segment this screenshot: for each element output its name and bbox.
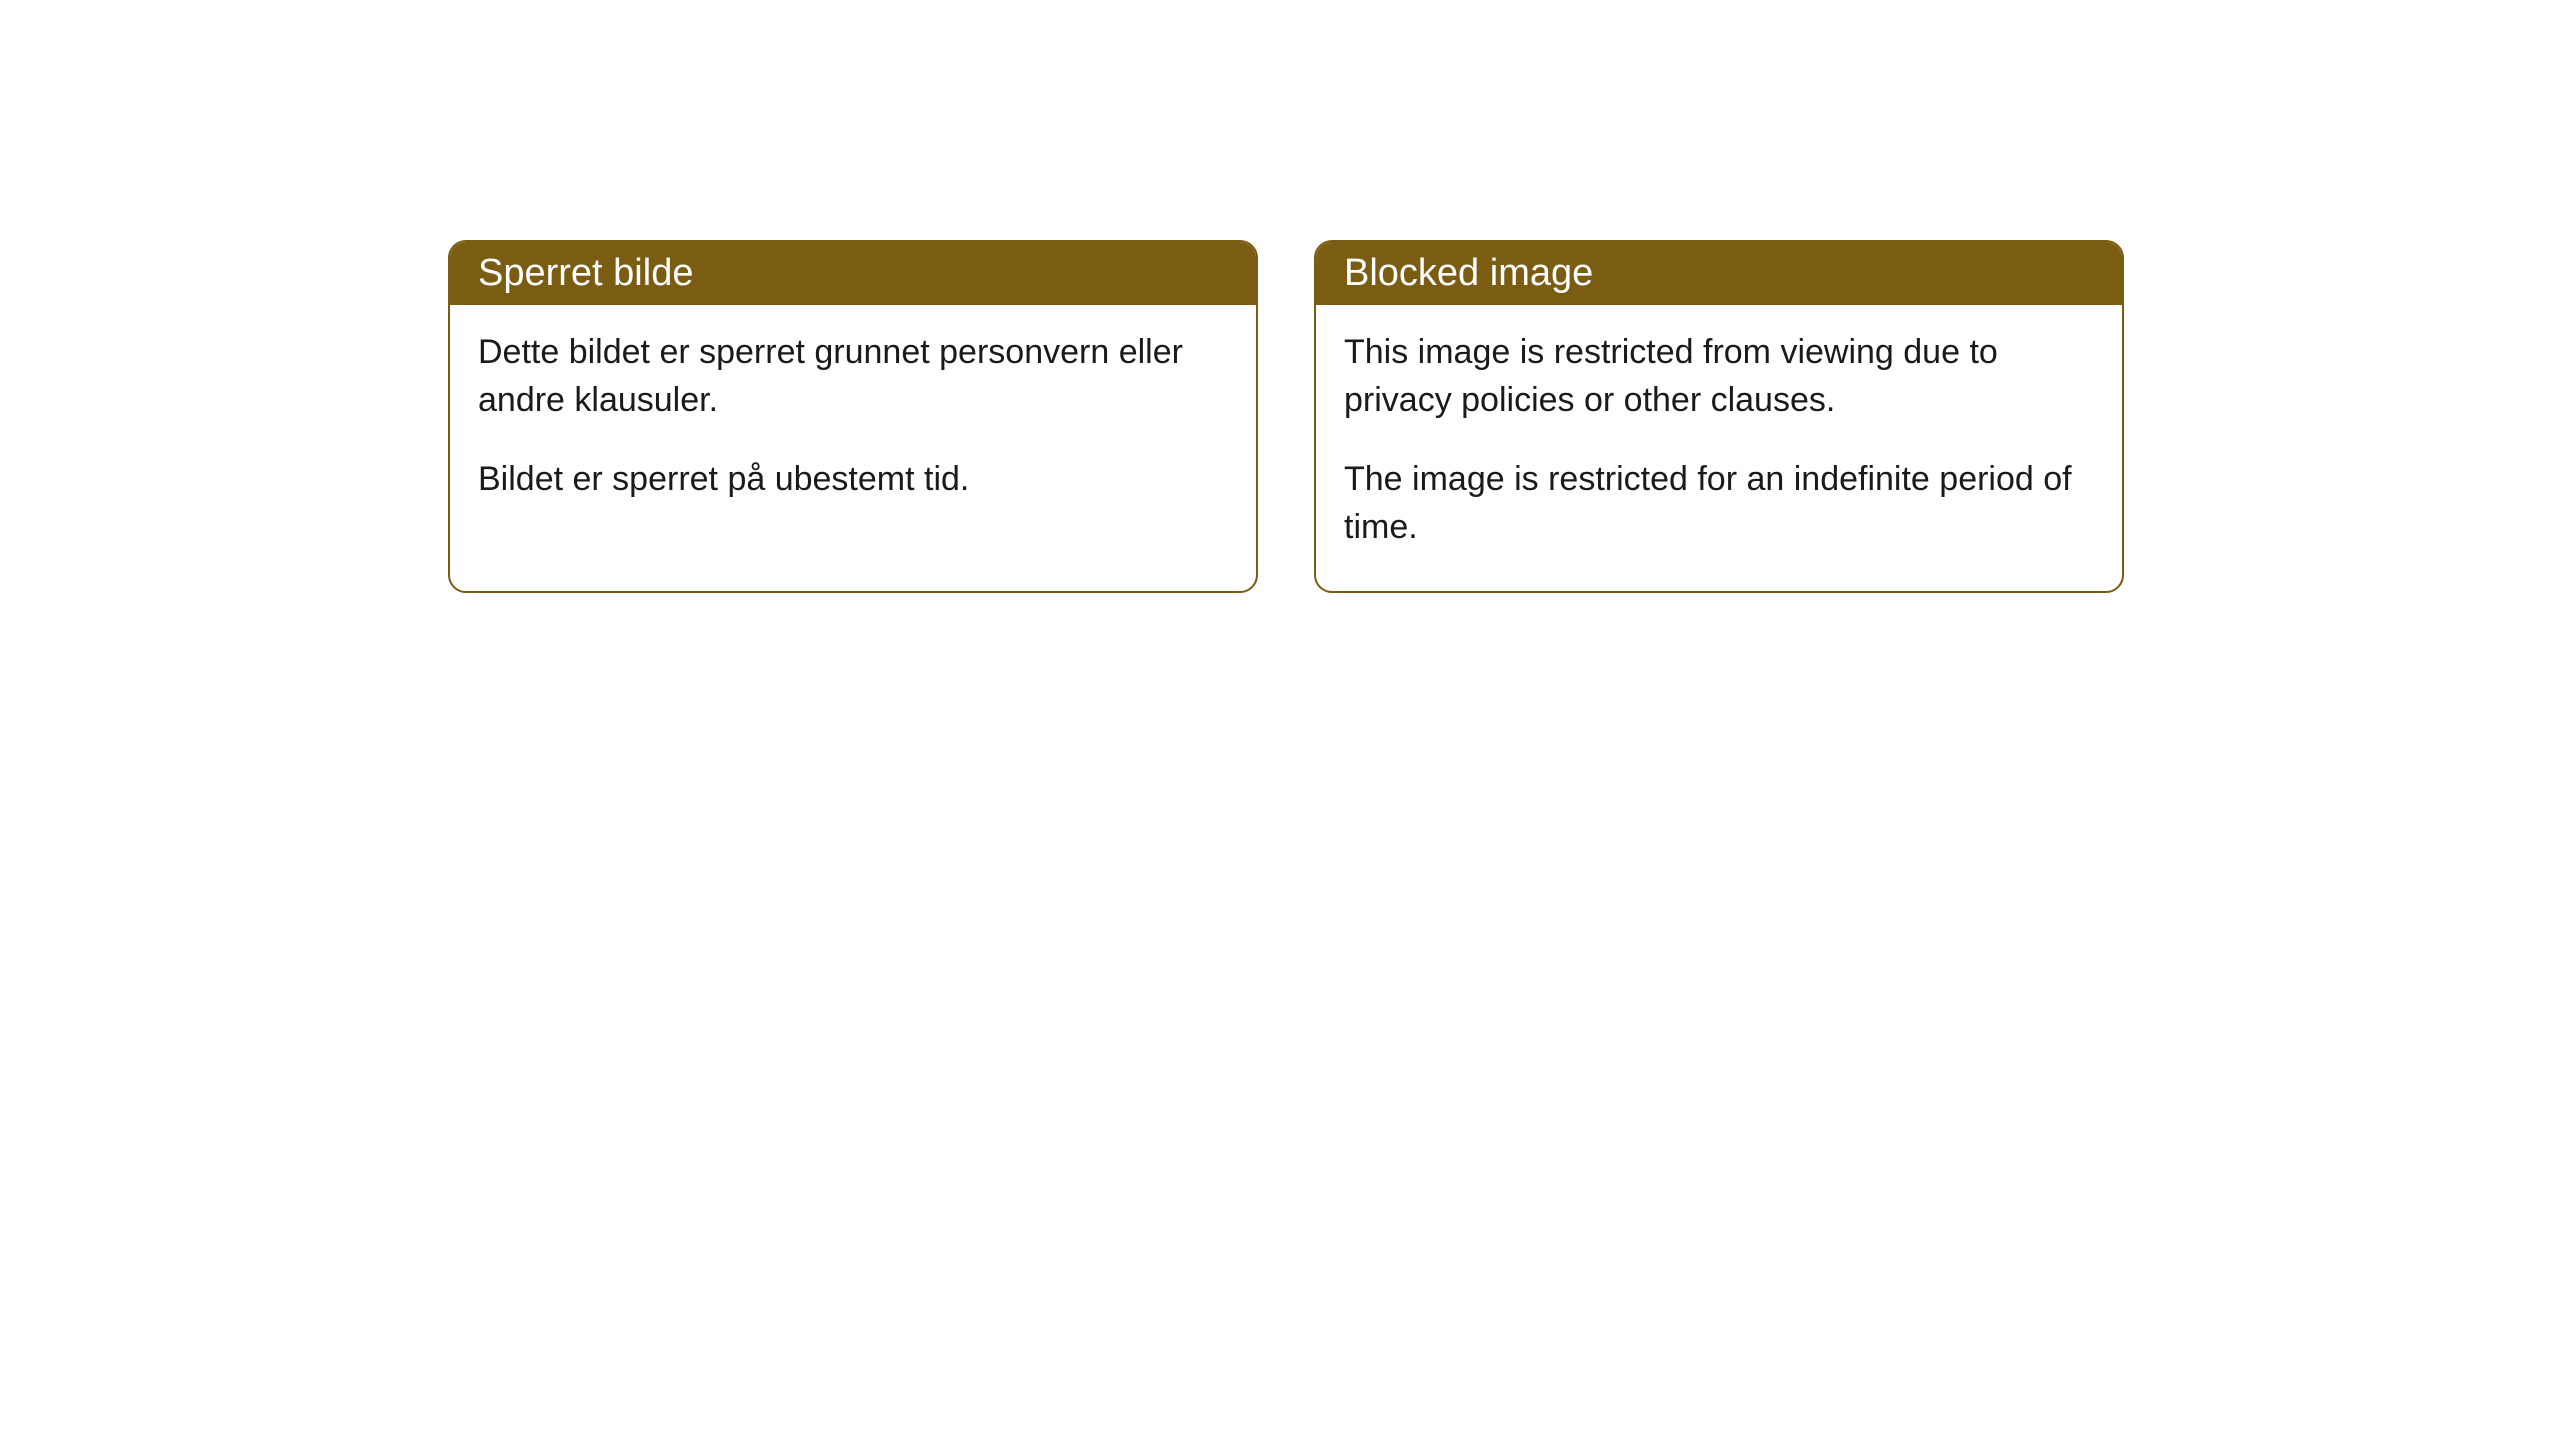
card-title: Sperret bilde	[478, 252, 693, 294]
card-paragraph: This image is restricted from viewing du…	[1344, 329, 2094, 424]
card-paragraph: The image is restricted for an indefinit…	[1344, 456, 2094, 551]
card-title: Blocked image	[1344, 252, 1593, 294]
notice-container: Sperret bilde Dette bildet er sperret gr…	[448, 240, 2124, 593]
notice-card-norwegian: Sperret bilde Dette bildet er sperret gr…	[448, 240, 1258, 593]
notice-card-english: Blocked image This image is restricted f…	[1314, 240, 2124, 593]
card-body: Dette bildet er sperret grunnet personve…	[450, 305, 1256, 544]
card-paragraph: Bildet er sperret på ubestemt tid.	[478, 456, 1228, 504]
card-body: This image is restricted from viewing du…	[1316, 305, 2122, 591]
card-paragraph: Dette bildet er sperret grunnet personve…	[478, 329, 1228, 424]
card-header: Sperret bilde	[450, 242, 1256, 305]
card-header: Blocked image	[1316, 242, 2122, 305]
